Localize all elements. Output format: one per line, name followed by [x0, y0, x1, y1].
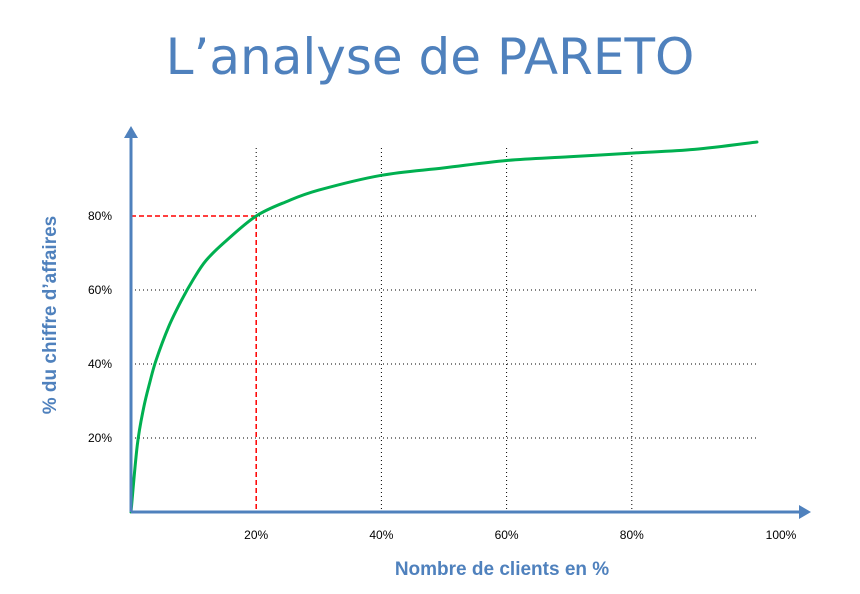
y-tick-label-40: 40%: [88, 357, 112, 371]
tick-labels: 20% 40% 60% 80% 100% 20% 40% 60% 80%: [88, 209, 797, 542]
y-axis-arrow-icon: [124, 126, 138, 138]
grid-layer: [131, 148, 757, 512]
y-tick-label-60: 60%: [88, 283, 112, 297]
x-tick-label-60: 60%: [495, 528, 519, 542]
pareto-curve: [129, 140, 759, 514]
reference-lines: [131, 215, 257, 512]
x-tick-label-20: 20%: [244, 528, 268, 542]
x-axis-title: Nombre de clients en %: [395, 559, 609, 580]
axes: [124, 126, 811, 519]
y-axis-title: % du chiffre d’affaires: [40, 216, 61, 415]
y-tick-label-80: 80%: [88, 209, 112, 223]
x-tick-label-40: 40%: [369, 528, 393, 542]
page-title: L’analyse de PARETO: [165, 28, 695, 86]
x-axis-arrow-icon: [799, 505, 811, 519]
x-tick-label-100: 100%: [766, 528, 797, 542]
x-tick-label-80: 80%: [620, 528, 644, 542]
y-tick-label-20: 20%: [88, 431, 112, 445]
pareto-curve-layer: [129, 140, 759, 514]
